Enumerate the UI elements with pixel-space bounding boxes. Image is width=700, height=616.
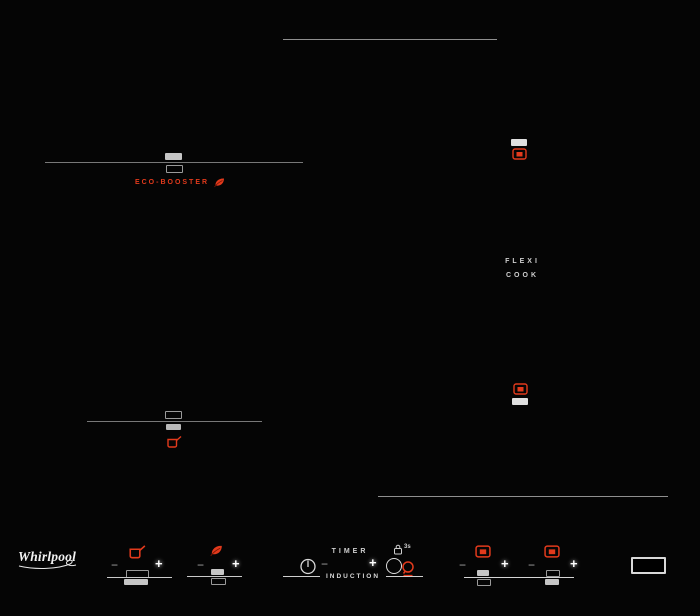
power-icon[interactable] (299, 557, 317, 575)
induction-label: INDUCTION (325, 573, 381, 580)
boost-circle-button[interactable] (386, 558, 402, 574)
timer-label: TIMER (331, 548, 369, 555)
induction-right-line (386, 576, 424, 577)
pot-icon (166, 435, 182, 448)
flexi-zone-bottom-line (378, 496, 668, 497)
zone2-slider-line[interactable] (187, 576, 242, 577)
eco-booster-label: ECO-BOOSTER (120, 176, 240, 188)
zone4-front-segment (545, 579, 559, 585)
rear-left-zone-line (45, 162, 303, 163)
timer-display (631, 557, 666, 574)
eco-booster-text: ECO-BOOSTER (134, 178, 210, 186)
timer-plus-button[interactable]: + (369, 555, 377, 570)
front-left-front-segment (166, 424, 181, 430)
zone1-minus-button[interactable]: − (111, 558, 119, 572)
zone2-front-segment (211, 578, 226, 585)
zone4-minus-button[interactable]: − (528, 558, 536, 572)
zone2-rear-segment (211, 569, 224, 575)
pan-icon (513, 383, 528, 395)
pot-icon (128, 544, 146, 559)
zone1-plus-button[interactable]: + (155, 556, 163, 571)
front-left-rear-segment (165, 411, 182, 419)
pan-icon (512, 148, 527, 160)
zone3-rear-segment (477, 570, 489, 576)
flexi-label-line1: FLEXI (505, 258, 540, 265)
leaf-icon (213, 176, 225, 188)
lock-control[interactable]: 3s (393, 544, 411, 555)
minute-minder-icon[interactable] (401, 560, 415, 577)
flexi-label-line2: COOK (506, 272, 539, 279)
zone2-minus-button[interactable]: − (197, 558, 205, 572)
rear-left-front-segment (166, 165, 183, 173)
flexi-slider-line[interactable] (464, 577, 574, 578)
timer-minus-button[interactable]: − (321, 557, 329, 571)
pan-icon (475, 545, 491, 558)
flexi-zone-top-line (283, 39, 497, 40)
flexi-top-segment (511, 139, 527, 146)
rear-left-rear-segment (165, 153, 182, 160)
front-left-zone-line (87, 421, 262, 422)
whirlpool-logo: Whirlpool (18, 549, 88, 583)
zone1-front-segment (124, 579, 148, 585)
zone3-front-segment (477, 579, 491, 586)
induction-label-row: INDUCTION (283, 573, 424, 580)
lock-icon (393, 544, 403, 555)
pan-icon (544, 545, 560, 558)
zone3-minus-button[interactable]: − (459, 558, 467, 572)
induction-left-line (283, 576, 320, 577)
zone4-rear-segment (546, 570, 560, 577)
zone4-plus-button[interactable]: + (570, 556, 578, 571)
zone1-slider-line[interactable] (107, 577, 172, 578)
leaf-icon (209, 543, 223, 557)
zone3-plus-button[interactable]: + (501, 556, 509, 571)
whirlpool-logo-text: Whirlpool (18, 549, 77, 564)
logo-swoosh (18, 559, 77, 569)
lock-delay-label: 3s (404, 544, 411, 550)
flexi-bottom-segment (512, 398, 528, 405)
zone2-plus-button[interactable]: + (232, 556, 240, 571)
